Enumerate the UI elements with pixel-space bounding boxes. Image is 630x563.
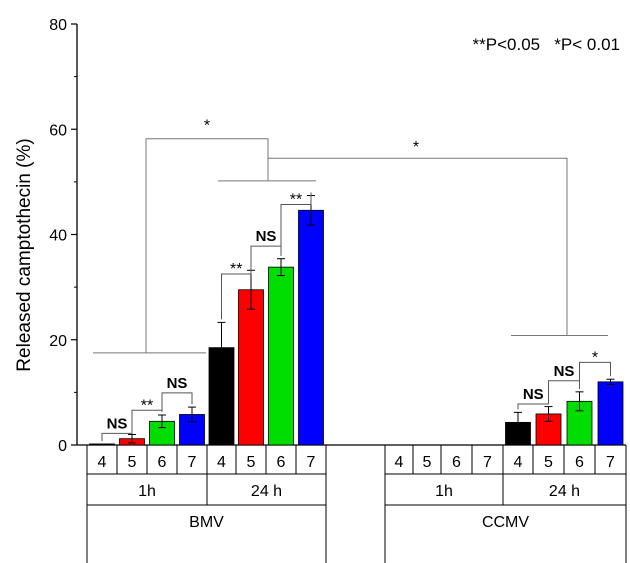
significance-label: NS <box>554 363 575 380</box>
group-bracket <box>145 138 269 353</box>
ph-label: 6 <box>452 454 461 471</box>
significance-bracket <box>250 245 282 268</box>
significance-bracket <box>221 267 252 320</box>
significance-label: * <box>204 117 210 134</box>
significance-label: ** <box>230 261 242 278</box>
ph-label: 6 <box>158 454 167 471</box>
ph-label: 5 <box>247 454 256 471</box>
category-table: 4 5 6 7 4 5 6 7 1h 24 h BMV 4 5 6 7 4 5 6 7 1h 24 h CCMV <box>86 445 627 563</box>
significance-label: NS <box>523 386 544 403</box>
time-label: 24 h <box>549 483 580 500</box>
ph-label: 7 <box>483 454 492 471</box>
significance-bracket <box>548 380 580 404</box>
significance-bracket <box>280 192 312 256</box>
ph-label: 6 <box>277 454 286 471</box>
time-label: 24 h <box>251 483 282 500</box>
group-label-ccmv: CCMV <box>482 514 529 531</box>
ph-label: 4 <box>98 454 107 471</box>
error-bars <box>128 195 615 444</box>
significance-bracket <box>579 361 611 389</box>
ph-label: 4 <box>217 454 226 471</box>
ph-label: 5 <box>128 454 137 471</box>
significance-label: NS <box>167 375 188 392</box>
bar-bmv-ph6 <box>268 266 294 446</box>
bars <box>89 209 624 446</box>
significance-label: NS <box>107 415 128 432</box>
time-label: 1h <box>435 483 453 500</box>
significance-label: * <box>413 139 419 156</box>
bar-bmv-ph4 <box>89 443 115 446</box>
group-label-bmv: BMV <box>189 514 224 531</box>
significance-label: ** <box>141 397 153 414</box>
significance-label: ** <box>290 192 302 209</box>
ph-label: 5 <box>544 454 553 471</box>
significance-bracket <box>517 403 549 410</box>
ph-label: 5 <box>423 454 432 471</box>
y-axis-title: Released camptothecin (%) <box>14 138 35 371</box>
bar-bmv-ph7 <box>179 414 205 446</box>
y-tick-label: 80 <box>49 17 67 34</box>
bar-bmv-ph5 <box>238 289 264 446</box>
bar-bmv-ph7 <box>298 209 324 446</box>
pvalue-legend: **P<0.05 *P< 0.01 <box>473 35 620 54</box>
group-bracket <box>268 157 568 336</box>
ph-label: 7 <box>307 454 316 471</box>
time-label: 1h <box>138 483 156 500</box>
significance-label: * <box>592 349 598 366</box>
y-tick-label: 40 <box>49 228 67 245</box>
significance-label: NS <box>256 228 277 245</box>
y-tick-label: 60 <box>49 122 67 139</box>
ph-label: 4 <box>395 454 404 471</box>
ph-label: 7 <box>606 454 615 471</box>
significance-bracket <box>161 392 193 413</box>
significance-bracket <box>101 431 133 441</box>
ph-label: 4 <box>514 454 523 471</box>
ph-label: 7 <box>188 454 197 471</box>
y-tick-label: 0 <box>58 438 67 455</box>
bar-ccmv-ph7 <box>597 381 624 446</box>
ph-label: 6 <box>575 454 584 471</box>
y-tick-label: 20 <box>49 333 67 350</box>
